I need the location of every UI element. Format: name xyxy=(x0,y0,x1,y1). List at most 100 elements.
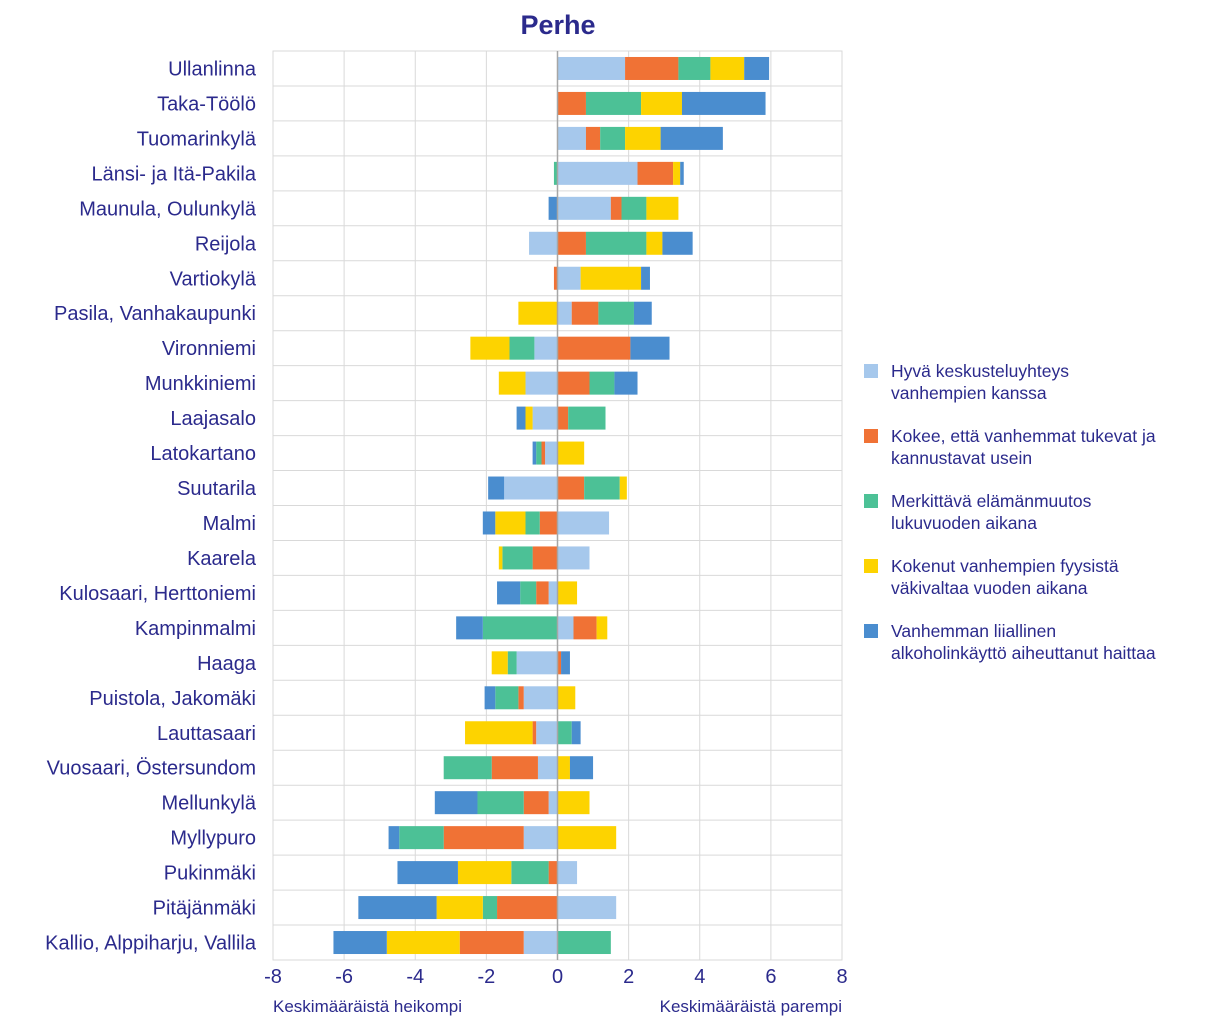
legend-label: Hyvä keskusteluyhteys vanhempien kanssa xyxy=(891,361,1069,403)
bar-segment xyxy=(523,686,558,710)
bar-segment xyxy=(557,406,569,430)
bar-segment xyxy=(557,231,586,255)
bar-segment xyxy=(580,266,642,290)
bar-segment xyxy=(561,651,570,675)
bar-segment xyxy=(557,686,576,710)
category-label: Myllypuro xyxy=(170,828,256,850)
bar-segment xyxy=(557,336,631,360)
bar-segment xyxy=(495,686,519,710)
bar-segment xyxy=(630,336,670,360)
category-labels: Ullanlinna Taka-Töölö Tuomarinkylä Länsi- j… xyxy=(45,58,257,954)
bar-segment xyxy=(610,196,622,220)
bar-segment xyxy=(525,406,533,430)
bar-segment xyxy=(584,476,620,500)
category-label: Reijola xyxy=(195,233,257,255)
legend-label: Merkittävä elämänmuutos lukuvuoden aikan… xyxy=(891,491,1092,533)
bar-segment xyxy=(569,756,594,780)
bar-segment xyxy=(568,406,606,430)
bar-segment xyxy=(678,56,711,80)
bar-segment xyxy=(557,721,572,745)
bar-segment xyxy=(507,651,517,675)
bar-segment xyxy=(541,441,546,465)
bar-segment xyxy=(465,721,533,745)
bar-segment xyxy=(502,546,533,570)
bar-segment xyxy=(633,301,652,325)
bar-segment xyxy=(557,756,570,780)
bar-segment xyxy=(536,581,549,605)
bar-segment xyxy=(399,826,444,850)
bar-segment xyxy=(539,511,558,535)
bar-segment xyxy=(537,756,558,780)
bar-segment xyxy=(545,441,558,465)
legend-item: Kokee, että vanhemmat tukevat ja kannust… xyxy=(864,425,1214,469)
bar-segment xyxy=(436,896,483,920)
bar-segment xyxy=(443,756,492,780)
category-label: Puistola, Jakomäki xyxy=(89,688,256,710)
x-axis-label-left: Keskimääräistä heikompi xyxy=(273,997,462,1016)
bar-segment xyxy=(660,126,723,150)
category-label: Suutarila xyxy=(177,478,257,500)
bar-segment xyxy=(536,721,558,745)
category-label: Haaga xyxy=(197,653,257,675)
x-tick-label: 4 xyxy=(694,966,705,988)
bar-segment xyxy=(518,301,558,325)
bar-segment xyxy=(553,161,558,185)
bar-segment xyxy=(557,791,590,815)
category-label: Pitäjänmäki xyxy=(153,898,256,920)
x-tick-label: -4 xyxy=(406,966,424,988)
bar-segment xyxy=(525,511,540,535)
bar-segment xyxy=(673,161,681,185)
bar-segment xyxy=(511,861,549,885)
bar-segment xyxy=(557,301,572,325)
legend-item: Kokenut vanhempien fyysistä väkivaltaa v… xyxy=(864,555,1214,599)
bar-segment xyxy=(646,196,679,220)
chart-title: Perhe xyxy=(520,10,595,40)
category-label: Maunula, Oulunkylä xyxy=(79,198,257,220)
bar-segment xyxy=(585,126,601,150)
legend: Hyvä keskusteluyhteys vanhempien kanssa K… xyxy=(864,360,1214,685)
category-label: Vartiokylä xyxy=(170,268,257,290)
bar-segment xyxy=(571,721,581,745)
x-tick-label: -8 xyxy=(264,966,282,988)
bar-segment xyxy=(571,301,599,325)
x-tick-labels: -8 -6 -4 -2 0 2 4 6 8 xyxy=(264,966,847,988)
bar-segment xyxy=(744,56,770,80)
bar-segment xyxy=(477,791,524,815)
category-label: Länsi- ja Itä-Pakila xyxy=(91,163,256,185)
bar-segment xyxy=(484,686,496,710)
x-tick-label: 0 xyxy=(552,966,563,988)
legend-swatch xyxy=(864,429,878,443)
bar-segment xyxy=(482,511,496,535)
bar-segment xyxy=(532,406,558,430)
bar-segment xyxy=(557,581,578,605)
bar-segment xyxy=(482,896,498,920)
bar-segment xyxy=(680,161,684,185)
x-tick-label: 2 xyxy=(623,966,634,988)
bar-segment xyxy=(557,651,562,675)
legend-label: Vanhemman liiallinen alkoholinkäyttö aih… xyxy=(891,621,1156,663)
bar-segment xyxy=(497,581,521,605)
bar-segment xyxy=(600,126,626,150)
bar-segment xyxy=(523,791,549,815)
bar-segment xyxy=(557,896,617,920)
category-label: Kulosaari, Herttoniemi xyxy=(59,583,256,605)
bar-segment xyxy=(518,686,524,710)
bar-segment xyxy=(641,266,650,290)
bar-segment xyxy=(532,546,558,570)
bar-segment xyxy=(523,931,558,955)
category-label: Tuomarinkylä xyxy=(137,128,257,150)
category-label: Mellunkylä xyxy=(162,793,257,815)
bar-segment xyxy=(557,56,626,80)
bar-segment xyxy=(536,441,542,465)
category-label: Vironniemi xyxy=(162,338,256,360)
bar-segment xyxy=(625,126,661,150)
bar-segment xyxy=(619,476,627,500)
category-label: Pasila, Vanhakaupunki xyxy=(54,303,256,325)
bar-segment xyxy=(523,826,558,850)
legend-item: Hyvä keskusteluyhteys vanhempien kanssa xyxy=(864,360,1214,404)
bars xyxy=(333,51,770,960)
legend-label: Kokee, että vanhemmat tukevat ja kannust… xyxy=(891,426,1156,468)
x-tick-label: 8 xyxy=(836,966,847,988)
bar-segment xyxy=(495,511,526,535)
bar-segment xyxy=(621,196,647,220)
